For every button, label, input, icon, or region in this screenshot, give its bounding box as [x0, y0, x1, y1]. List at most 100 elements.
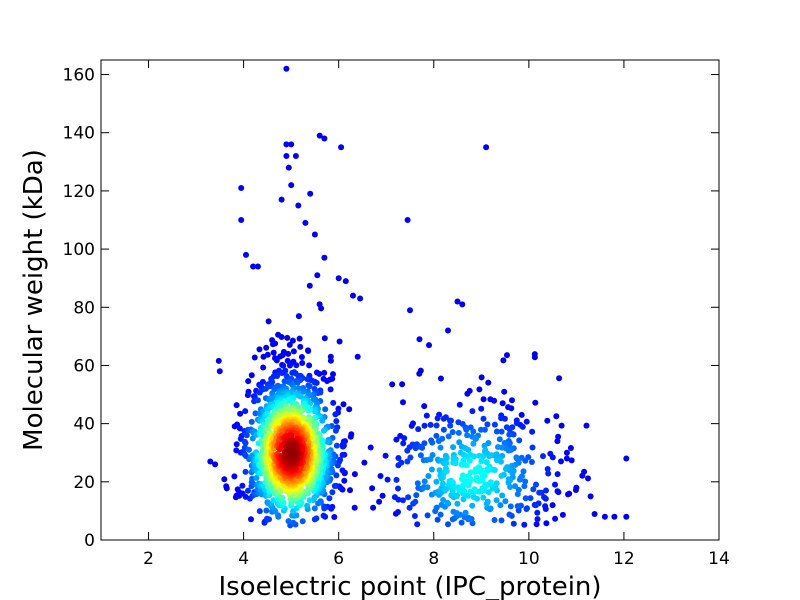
data-point: [540, 453, 546, 460]
y-tick-label: 0: [84, 531, 95, 551]
data-point: [370, 504, 377, 511]
data-point: [329, 489, 336, 496]
data-point: [265, 318, 272, 325]
x-tick-label: 10: [518, 549, 540, 569]
data-point: [389, 381, 396, 388]
data-point: [520, 468, 527, 475]
data-point: [407, 307, 413, 314]
data-point: [307, 190, 314, 197]
plot-frame: [100, 59, 720, 541]
y-tick-label: 60: [73, 356, 95, 376]
data-point: [463, 453, 470, 460]
data-point: [239, 482, 246, 489]
data-point: [406, 504, 413, 511]
data-point: [320, 512, 327, 519]
data-point: [306, 383, 313, 390]
points-layer: [207, 65, 630, 529]
data-point: [454, 298, 461, 305]
data-point: [478, 426, 484, 433]
data-point: [501, 440, 508, 446]
y-tick-label: 140: [63, 124, 95, 144]
data-point: [263, 344, 270, 351]
data-point: [412, 498, 419, 505]
data-point: [483, 459, 490, 466]
data-point: [413, 492, 420, 499]
data-point: [316, 132, 323, 139]
data-point: [521, 483, 528, 490]
data-point: [332, 427, 339, 434]
data-point: [243, 432, 250, 439]
data-point: [498, 517, 505, 524]
data-point: [231, 473, 238, 480]
data-point: [216, 368, 223, 375]
data-point: [543, 487, 549, 494]
data-point: [288, 450, 294, 457]
data-point: [311, 494, 318, 501]
data-point: [458, 519, 465, 526]
data-point: [527, 495, 534, 502]
data-point: [285, 350, 292, 357]
data-point: [295, 385, 302, 392]
data-point: [517, 476, 523, 483]
data-point: [304, 502, 311, 509]
x-tick-label: 4: [238, 549, 249, 569]
data-point: [529, 444, 536, 451]
data-point: [499, 400, 506, 407]
data-point: [454, 500, 461, 507]
data-point: [251, 354, 258, 361]
data-point: [299, 360, 306, 366]
data-point: [440, 426, 447, 433]
data-point: [401, 435, 408, 442]
data-point: [330, 371, 336, 378]
data-point: [326, 495, 333, 502]
data-point: [623, 513, 630, 520]
data-point: [315, 500, 322, 507]
data-point: [415, 426, 422, 433]
data-point: [459, 301, 466, 308]
data-point: [465, 473, 471, 480]
data-point: [377, 473, 384, 479]
data-point: [298, 354, 305, 360]
data-point: [346, 406, 353, 413]
data-point: [382, 452, 389, 459]
data-point: [242, 408, 249, 415]
data-point: [331, 514, 338, 520]
data-point: [502, 466, 509, 472]
data-point: [254, 397, 261, 404]
data-point: [507, 503, 514, 510]
data-point: [407, 454, 414, 461]
data-point: [236, 425, 243, 432]
data-point: [490, 483, 497, 490]
data-point: [505, 476, 512, 483]
data-point: [311, 231, 318, 238]
data-point: [506, 431, 513, 438]
data-point: [470, 428, 477, 435]
data-point: [501, 388, 508, 395]
data-point: [272, 340, 279, 347]
data-point: [285, 164, 292, 171]
data-point: [321, 503, 328, 510]
data-point: [243, 251, 249, 258]
data-point: [419, 444, 426, 451]
data-point: [524, 505, 530, 512]
data-point: [449, 429, 456, 436]
data-point: [573, 484, 580, 491]
data-point: [433, 422, 440, 429]
data-point: [483, 144, 490, 151]
data-point: [480, 415, 487, 422]
data-point: [528, 459, 535, 465]
data-point: [531, 354, 538, 361]
data-point: [318, 439, 325, 446]
data-point: [440, 497, 447, 503]
data-point: [286, 341, 293, 348]
data-point: [393, 476, 400, 483]
data-point: [484, 421, 491, 428]
data-point: [245, 378, 252, 385]
x-tick-label: 2: [143, 549, 154, 569]
data-point: [518, 454, 525, 461]
data-point: [437, 375, 444, 382]
data-point: [486, 453, 493, 460]
data-point: [318, 305, 325, 312]
data-point: [444, 499, 451, 506]
data-point: [253, 474, 260, 481]
